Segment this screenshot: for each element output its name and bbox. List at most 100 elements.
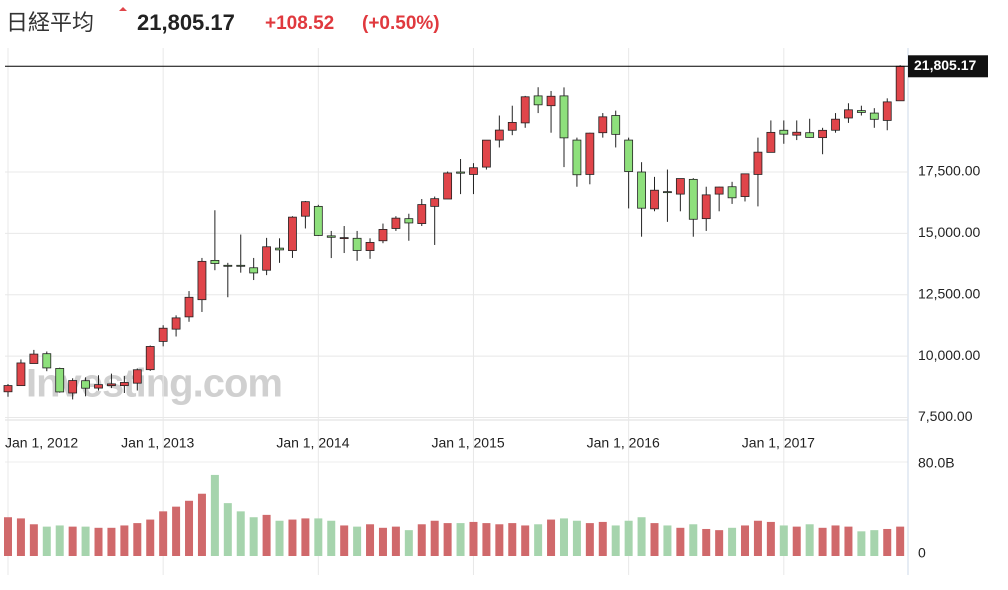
volume-bar [663, 525, 672, 556]
y-tick-label: 15,000.00 [918, 224, 980, 240]
candle-body [520, 96, 530, 124]
volume-bar [275, 520, 284, 556]
volume-bar [223, 503, 232, 556]
candle-body [391, 217, 401, 229]
volume-bar [262, 514, 271, 556]
volume-bar [611, 525, 620, 556]
last-price-label: 21,805.17 [914, 57, 976, 73]
volume-bar [534, 524, 543, 556]
volume-bar [107, 527, 116, 556]
volume-bar [404, 530, 413, 556]
volume-bar [495, 524, 504, 556]
last-price-box [908, 55, 988, 78]
up-indicator [119, 7, 127, 11]
volume-bar [4, 517, 12, 556]
volume-bar [598, 521, 607, 556]
candle-body [55, 368, 65, 393]
candle-body [856, 110, 866, 113]
volume-bar [559, 518, 568, 556]
volume-bar [741, 525, 750, 556]
candle-body [352, 237, 362, 251]
volume-bar [120, 525, 129, 556]
volume-bar [585, 523, 594, 556]
candle-body [611, 115, 621, 135]
candle-body [546, 95, 556, 107]
y-tick-label: 7,500.00 [918, 408, 973, 424]
volume-bar [16, 518, 25, 556]
volume-bar [430, 520, 439, 556]
candle-body [675, 178, 685, 195]
candle-body [482, 139, 491, 168]
candle-body [430, 198, 440, 207]
volume-bar [844, 526, 853, 556]
price-change-pct: (+0.50%) [362, 13, 440, 34]
volume-bar [185, 500, 194, 556]
candle-body [171, 317, 181, 330]
candle-body [107, 383, 116, 387]
candle-body [249, 267, 259, 274]
candle-body [779, 129, 789, 135]
candle-body [197, 260, 207, 301]
volume-bar [340, 525, 349, 556]
candle-body [42, 353, 52, 369]
candle-body [236, 264, 246, 267]
volume-bar [857, 531, 866, 556]
volume-bar [482, 523, 491, 556]
candle-body [792, 131, 802, 136]
candle-body [663, 191, 672, 194]
candle-body [624, 139, 634, 172]
candle-body [818, 129, 827, 139]
volume-tick-label: 0 [918, 545, 926, 561]
candle-body [585, 132, 595, 175]
volume-bar [159, 511, 168, 556]
candle-body [844, 109, 853, 119]
volume-bar [236, 511, 245, 556]
volume-bar [288, 519, 297, 556]
volume-bar [55, 525, 64, 556]
candle-body [507, 122, 517, 131]
volume-bar [702, 528, 711, 556]
volume-bar [327, 520, 336, 556]
candle-body [288, 216, 297, 251]
candle-body [766, 131, 776, 153]
volume-bar [68, 526, 77, 556]
volume-bar [818, 527, 827, 556]
x-tick-label: Jan 1, 2014 [276, 435, 349, 451]
volume-bar [353, 526, 362, 556]
candle-body [895, 65, 905, 102]
x-tick-label: Jan 1, 2016 [587, 435, 660, 451]
volume-bar [301, 518, 310, 556]
candle-body [119, 382, 129, 387]
volume-bar [443, 523, 452, 556]
chart-title: 日経平均 [6, 10, 94, 35]
candle-body [210, 259, 220, 264]
candle-body [882, 101, 892, 121]
volume-bar [870, 530, 879, 556]
candle-body [805, 132, 815, 138]
candle-body [275, 247, 284, 251]
volume-bar [172, 506, 181, 556]
volume-bar [249, 517, 258, 556]
volume-bar [766, 521, 775, 556]
candle-body [158, 327, 168, 342]
candle-body [637, 171, 646, 209]
volume-bar [508, 523, 517, 556]
candle-body [533, 95, 543, 106]
candle-body [494, 129, 504, 141]
volume-bar [314, 518, 323, 556]
volume-bar [42, 526, 51, 556]
candle-body [3, 385, 13, 393]
candle-body [469, 167, 478, 175]
volume-tick-label: 80.0B [918, 455, 955, 471]
candle-body [869, 112, 879, 120]
x-tick-label: Jan 1, 2012 [5, 435, 78, 451]
candle-body [559, 95, 569, 139]
candle-body [365, 242, 375, 251]
candle-body [598, 116, 608, 134]
candle-body [313, 205, 323, 236]
candle-body [16, 362, 26, 387]
volume-bar [197, 493, 206, 556]
volume-bar [469, 521, 478, 556]
candle-body [81, 380, 90, 389]
candle-body [94, 384, 103, 389]
